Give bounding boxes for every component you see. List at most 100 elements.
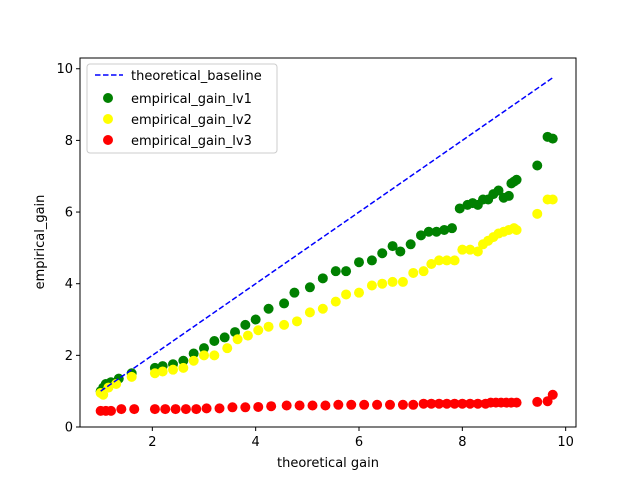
point-empirical_gain_lv3 (320, 400, 331, 411)
point-empirical_gain_lv2 (387, 276, 398, 287)
point-empirical_gain_lv2 (408, 267, 419, 278)
point-empirical_gain_lv2 (149, 368, 160, 379)
x-tick-label: 6 (355, 435, 363, 450)
point-empirical_gain_lv3 (408, 399, 419, 410)
point-empirical_gain_lv2 (232, 334, 243, 345)
point-empirical_gain_lv3 (346, 399, 357, 410)
point-empirical_gain_lv3 (465, 398, 476, 409)
baseline-layer (100, 77, 554, 392)
point-empirical_gain_lv2 (465, 244, 476, 255)
point-empirical_gain_lv1 (532, 160, 543, 171)
point-empirical_gain_lv3 (149, 404, 160, 415)
point-empirical_gain_lv1 (330, 266, 341, 277)
point-empirical_gain_lv1 (439, 224, 450, 235)
point-empirical_gain_lv2 (449, 255, 460, 266)
point-empirical_gain_lv3 (359, 399, 370, 410)
point-empirical_gain_lv2 (397, 276, 408, 287)
point-empirical_gain_lv3 (418, 398, 429, 409)
point-empirical_gain_lv3 (281, 400, 292, 411)
legend-lv2-label: empirical_gain_lv2 (131, 113, 252, 128)
x-tick-label: 10 (557, 435, 574, 450)
point-empirical_gain_lv2 (547, 194, 558, 205)
point-empirical_gain_lv1 (493, 185, 504, 196)
point-empirical_gain_lv1 (304, 282, 315, 293)
point-empirical_gain_lv1 (454, 203, 465, 214)
point-empirical_gain_lv2 (209, 350, 220, 361)
point-empirical_gain_lv2 (178, 362, 189, 373)
point-empirical_gain_lv3 (397, 399, 408, 410)
point-empirical_gain_lv3 (129, 404, 140, 415)
point-empirical_gain_lv1 (431, 226, 442, 237)
legend-baseline-label: theoretical_baseline (131, 69, 262, 84)
point-empirical_gain_lv3 (472, 398, 483, 409)
point-empirical_gain_lv2 (354, 287, 364, 298)
series-layer (95, 131, 558, 416)
point-empirical_gain_lv1 (219, 332, 230, 343)
point-empirical_gain_lv3 (240, 402, 251, 413)
point-empirical_gain_lv2 (199, 350, 209, 361)
point-empirical_gain_lv3 (227, 402, 238, 413)
y-tick-label: 8 (65, 134, 73, 149)
legend-lv3-swatch (103, 135, 113, 145)
point-empirical_gain_lv1 (240, 319, 251, 330)
point-empirical_gain_lv2 (377, 278, 388, 289)
point-empirical_gain_lv1 (317, 273, 328, 284)
point-empirical_gain_lv2 (366, 280, 377, 291)
x-axis-label: theoretical gain (277, 456, 379, 471)
y-axis-label: empirical_gain (33, 195, 48, 290)
point-empirical_gain_lv2 (263, 321, 274, 332)
point-empirical_gain_lv2 (418, 266, 429, 277)
point-empirical_gain_lv2 (472, 246, 483, 257)
point-empirical_gain_lv1 (503, 190, 514, 201)
legend-lv1-label: empirical_gain_lv1 (131, 92, 252, 107)
point-empirical_gain_lv2 (168, 364, 178, 375)
x-tick-label: 2 (148, 435, 156, 450)
point-empirical_gain_lv2 (279, 319, 290, 330)
legend-lv3-label: empirical_gain_lv3 (131, 134, 252, 149)
point-empirical_gain_lv3 (333, 399, 344, 410)
y-tick-label: 10 (56, 62, 73, 77)
plot-area (79, 57, 577, 428)
point-empirical_gain_lv1 (387, 241, 398, 252)
point-empirical_gain_lv2 (253, 325, 264, 336)
legend-lv2-swatch (103, 114, 113, 124)
point-empirical_gain_lv3 (441, 398, 452, 409)
point-empirical_gain_lv1 (289, 287, 300, 298)
point-empirical_gain_lv2 (188, 355, 199, 366)
point-empirical_gain_lv3 (434, 398, 445, 409)
point-empirical_gain_lv2 (292, 316, 302, 327)
legend-box (86, 63, 278, 154)
point-empirical_gain_lv1 (377, 248, 388, 259)
y-tick-label: 0 (65, 421, 73, 436)
point-empirical_gain_lv1 (395, 246, 406, 257)
y-axis: 0 2 4 6 8 10 (56, 62, 80, 436)
point-empirical_gain_lv1 (416, 230, 426, 241)
point-empirical_gain_lv1 (547, 133, 558, 144)
point-empirical_gain_lv1 (366, 255, 377, 266)
point-empirical_gain_lv2 (426, 258, 437, 269)
point-empirical_gain_lv3 (160, 404, 171, 415)
point-empirical_gain_lv3 (116, 404, 127, 415)
point-empirical_gain_lv2 (242, 330, 253, 341)
point-empirical_gain_lv2 (532, 208, 543, 219)
point-empirical_gain_lv3 (457, 398, 468, 409)
point-empirical_gain_lv2 (457, 244, 468, 255)
point-empirical_gain_lv1 (423, 226, 434, 237)
series-empirical_gain_lv2 (95, 194, 558, 400)
y-tick-label: 6 (65, 206, 73, 221)
point-empirical_gain_lv1 (354, 257, 364, 268)
point-empirical_gain_lv1 (341, 266, 352, 277)
point-empirical_gain_lv2 (441, 255, 452, 266)
point-empirical_gain_lv3 (294, 400, 305, 411)
point-empirical_gain_lv2 (330, 296, 341, 307)
point-empirical_gain_lv3 (180, 404, 191, 415)
point-empirical_gain_lv1 (250, 314, 261, 325)
point-empirical_gain_lv2 (103, 382, 114, 393)
point-empirical_gain_lv1 (209, 336, 220, 347)
point-empirical_gain_lv2 (434, 255, 445, 266)
x-tick-label: 8 (458, 435, 466, 450)
point-empirical_gain_lv1 (188, 348, 199, 359)
point-empirical_gain_lv2 (222, 343, 233, 354)
x-axis: 2 4 6 8 10 (148, 427, 574, 450)
y-tick-label: 4 (65, 277, 73, 292)
